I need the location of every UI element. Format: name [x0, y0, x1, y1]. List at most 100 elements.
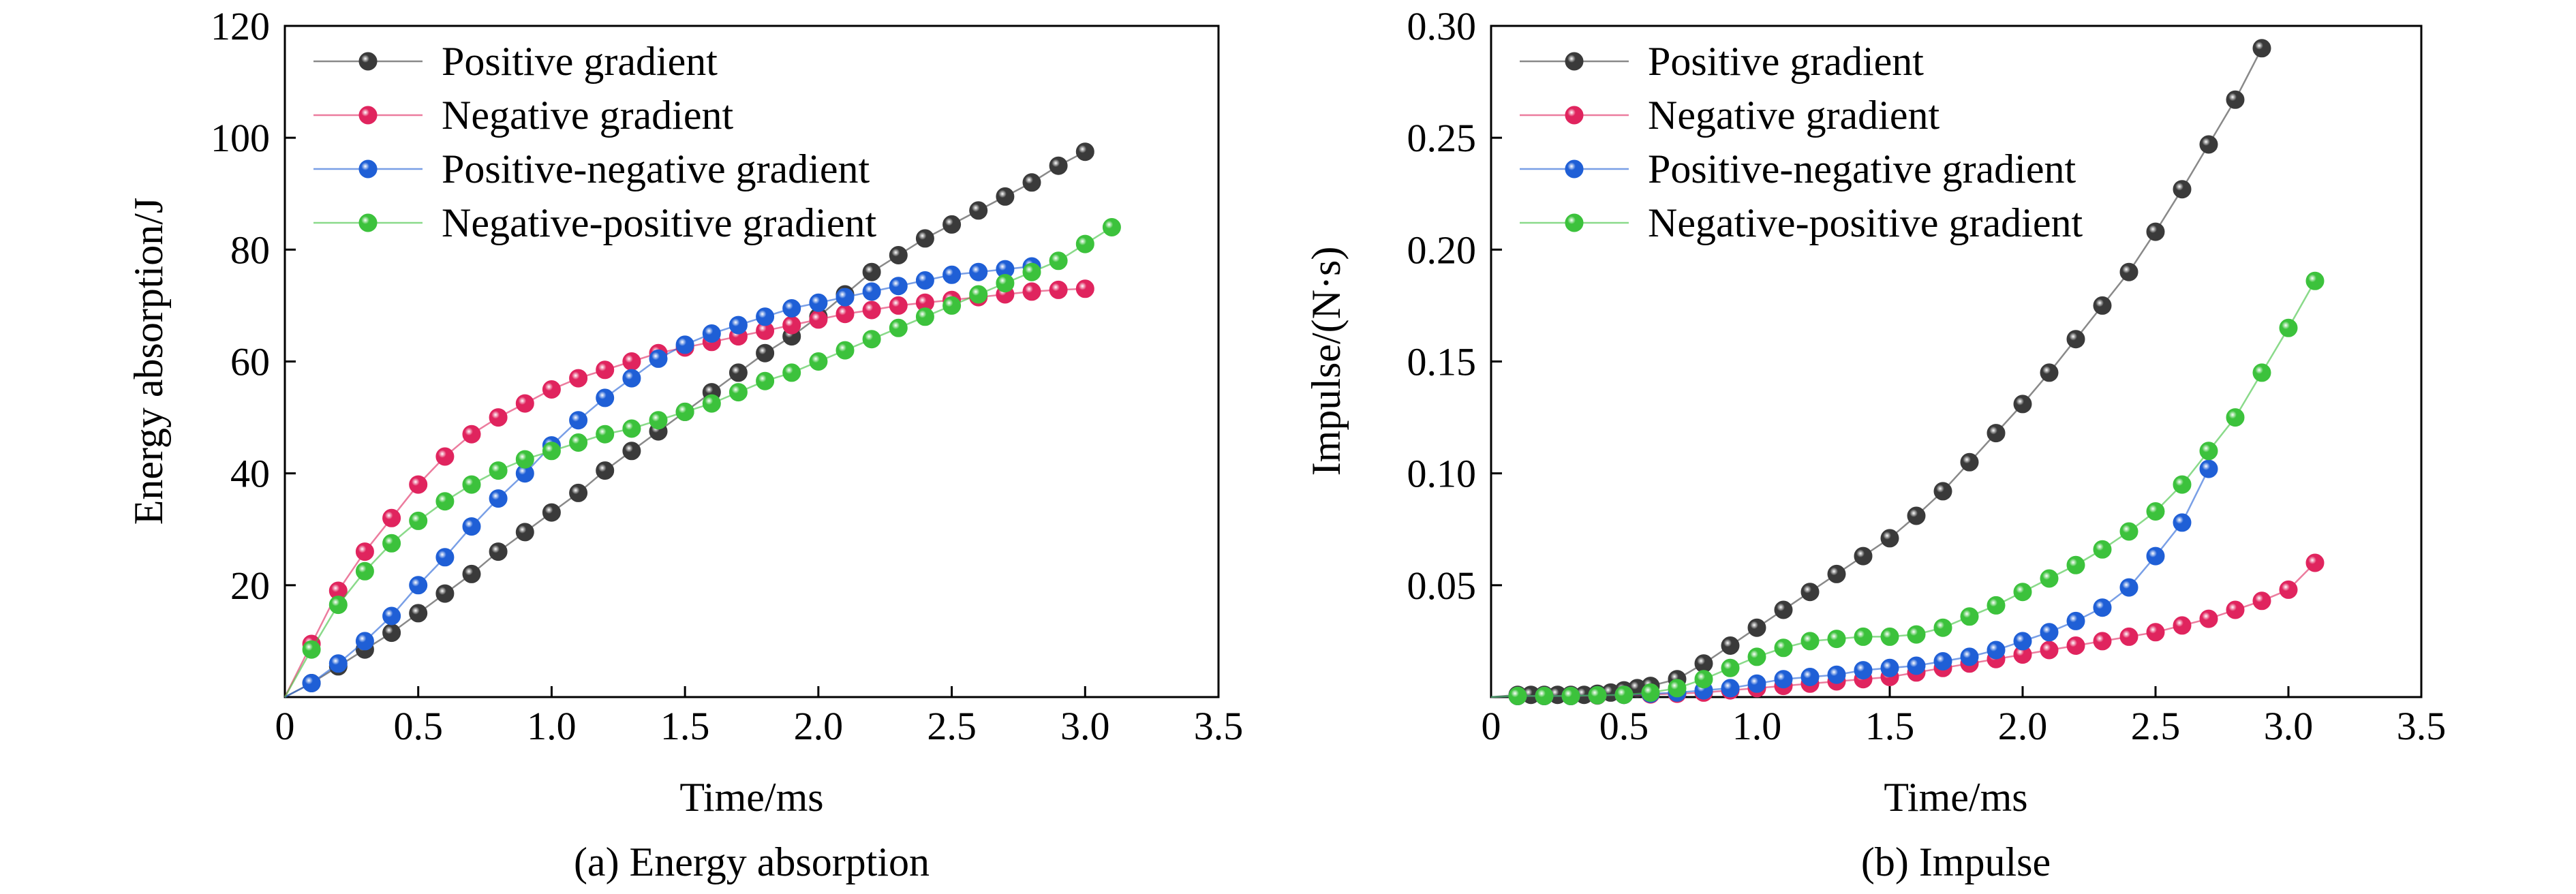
- data-point: [2066, 636, 2085, 655]
- data-point: [596, 461, 615, 480]
- legend-label: Negative-positive gradient: [1648, 200, 2083, 245]
- data-point: [2013, 395, 2032, 414]
- legend-marker: [358, 213, 378, 232]
- data-point: [2226, 90, 2245, 109]
- x-tick-label: 0.5: [1599, 704, 1649, 748]
- x-tick-label: 2.5: [2131, 704, 2181, 748]
- data-point: [1049, 280, 1068, 299]
- x-tick-label: 2.0: [1998, 704, 2048, 748]
- x-axis-label: Time/ms: [679, 775, 823, 820]
- data-point: [1960, 452, 1979, 472]
- data-point: [1933, 482, 1952, 501]
- data-point: [1827, 665, 1846, 684]
- y-tick-label: 120: [211, 4, 270, 48]
- data-point: [835, 305, 855, 324]
- data-point: [1668, 679, 1687, 698]
- data-point: [409, 576, 428, 595]
- x-tick-label: 3.5: [1194, 704, 1244, 748]
- legend-label: Positive-negative gradient: [442, 147, 870, 191]
- data-point: [409, 511, 428, 530]
- data-point: [435, 548, 455, 567]
- data-point: [889, 296, 908, 315]
- data-point: [1880, 529, 1899, 548]
- legend-label: Negative-positive gradient: [442, 200, 876, 245]
- data-point: [1694, 654, 1713, 673]
- series-line: [1490, 468, 2210, 698]
- data-point: [2093, 296, 2112, 315]
- data-point: [2146, 222, 2165, 241]
- data-point: [2066, 555, 2085, 574]
- data-point: [942, 296, 962, 315]
- y-tick-label: 80: [230, 228, 270, 272]
- data-point: [2226, 408, 2245, 427]
- data-point: [2146, 623, 2165, 642]
- data-point: [2040, 363, 2059, 382]
- data-point: [1747, 618, 1766, 637]
- legend: Positive gradient Negative gradient Positi…: [1520, 39, 2083, 245]
- data-point: [302, 674, 321, 692]
- legend-marker: [358, 106, 378, 125]
- data-point: [649, 411, 668, 430]
- data-point: [702, 394, 721, 413]
- data-point: [515, 394, 534, 413]
- data-point: [355, 632, 374, 651]
- data-point: [2119, 627, 2138, 646]
- y-axis-label: Impulse/(N·s): [1304, 247, 1349, 476]
- data-point: [1075, 142, 1094, 161]
- data-point: [622, 419, 641, 438]
- data-point: [435, 584, 455, 603]
- data-point: [382, 623, 401, 643]
- data-point: [462, 475, 481, 494]
- data-point: [2013, 632, 2032, 651]
- data-point: [2173, 180, 2192, 199]
- data-point: [596, 388, 615, 407]
- data-point: [382, 606, 401, 626]
- data-point: [1774, 638, 1793, 658]
- data-point: [2305, 553, 2325, 572]
- data-point: [2199, 442, 2218, 461]
- legend-label: Negative gradient: [442, 93, 733, 138]
- data-point: [409, 475, 428, 494]
- y-tick-label: 0.20: [1407, 228, 1477, 272]
- data-point: [435, 447, 455, 466]
- data-point: [1960, 607, 1979, 626]
- legend: Positive gradient Negative gradient Positi…: [313, 39, 876, 245]
- chart-panel-energy-absorption: 0 0.5 1.0 1.5 2.0 2.5 3.0 3.5 20 40 60 80 100 120 Pos…: [126, 4, 1243, 884]
- data-point: [1987, 424, 2006, 443]
- data-point: [1800, 583, 1820, 602]
- data-point: [1854, 627, 1873, 646]
- data-point: [1075, 279, 1094, 298]
- data-point: [1102, 218, 1121, 236]
- data-point: [1854, 661, 1873, 680]
- plot-frame: [1490, 25, 2423, 698]
- data-point: [835, 288, 855, 307]
- data-point: [2279, 318, 2298, 337]
- data-point: [1508, 686, 1527, 705]
- data-point: [889, 277, 908, 296]
- data-point: [1987, 641, 2006, 660]
- data-point: [2013, 583, 2032, 602]
- x-tick-label: 1.0: [1732, 704, 1782, 748]
- data-point: [969, 201, 988, 220]
- data-point: [1774, 670, 1793, 689]
- y-tick-label: 0.05: [1407, 564, 1477, 608]
- series-line: [283, 226, 1113, 698]
- data-point: [1022, 282, 1041, 301]
- y-tick-label: 0.10: [1407, 452, 1477, 496]
- data-point: [569, 411, 588, 430]
- data-point: [1561, 686, 1580, 705]
- data-point: [1827, 564, 1846, 583]
- x-tick-label: 3.5: [2397, 704, 2447, 748]
- data-point: [515, 523, 534, 542]
- y-tick-label: 20: [230, 564, 270, 608]
- series-line: [1490, 48, 2263, 698]
- legend-marker: [1565, 106, 1584, 125]
- data-point: [782, 315, 801, 335]
- data-point: [835, 341, 855, 360]
- data-point: [542, 380, 561, 399]
- data-point: [782, 363, 801, 382]
- data-point: [2199, 609, 2218, 628]
- data-point: [915, 307, 934, 326]
- data-point: [2119, 578, 2138, 597]
- data-point: [1049, 156, 1068, 175]
